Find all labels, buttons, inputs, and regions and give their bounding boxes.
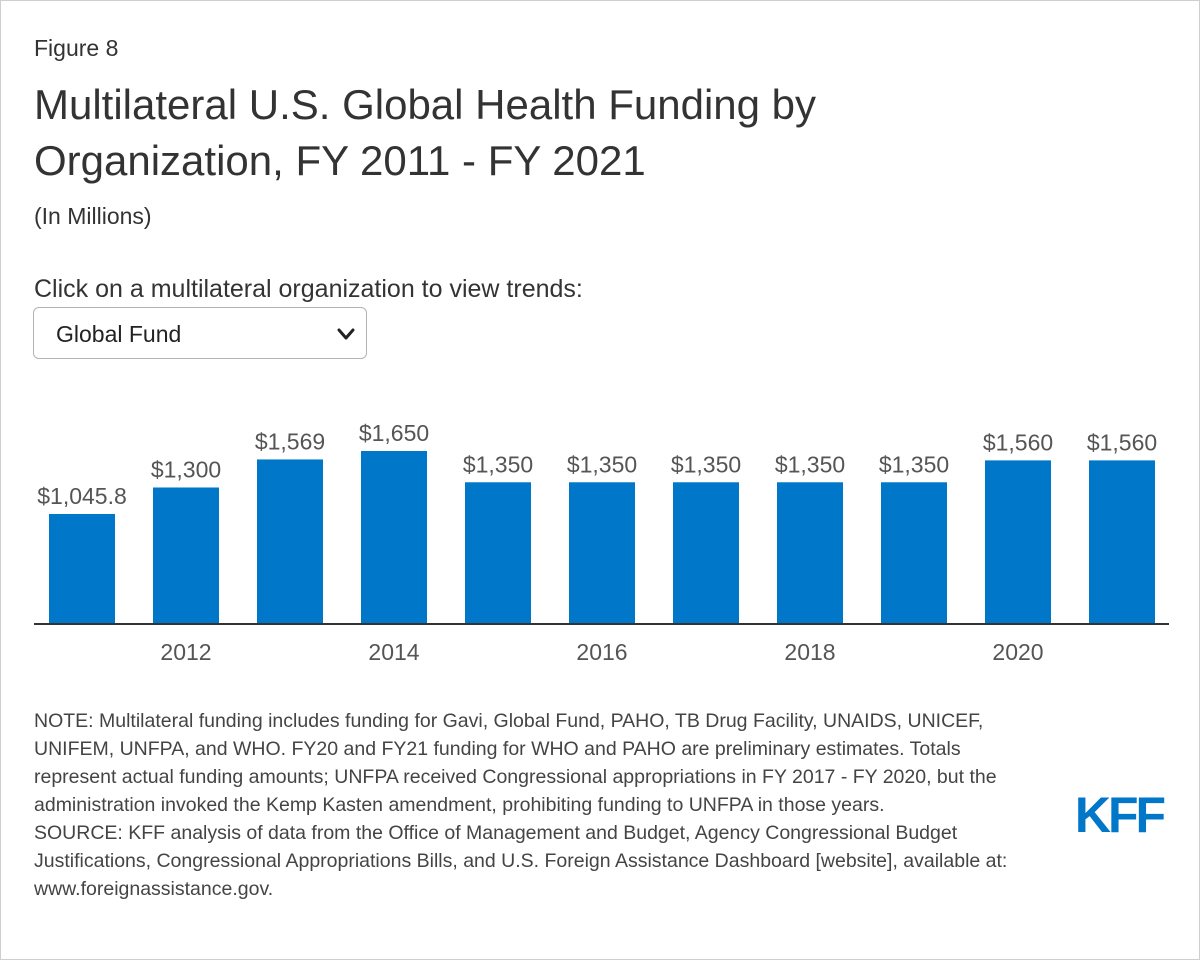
data-label-2019: $1,350 (879, 451, 949, 477)
bar-2019[interactable] (881, 482, 947, 623)
data-label-2015: $1,350 (463, 451, 533, 477)
footnotes: NOTE: Multilateral funding includes fund… (34, 707, 1044, 903)
kff-logo: KFF (1075, 789, 1168, 839)
figure-label: Figure 8 (34, 35, 119, 61)
chart-title: Multilateral U.S. Global Health Funding … (34, 81, 817, 184)
bar-2013[interactable] (257, 459, 323, 623)
bar-2011[interactable] (49, 513, 115, 623)
note-text: NOTE: Multilateral funding includes fund… (34, 710, 997, 816)
x-tick-label-2014: 2014 (368, 639, 419, 665)
x-tick-label-2018: 2018 (784, 639, 835, 665)
x-tick-label-2020: 2020 (992, 639, 1043, 665)
organization-dropdown[interactable]: Global Fund (33, 307, 367, 359)
bar-2016[interactable] (569, 482, 635, 623)
data-label-2013: $1,569 (255, 428, 325, 454)
data-label-2017: $1,350 (671, 451, 741, 477)
dropdown-prompt: Click on a multilateral organization to … (34, 275, 583, 303)
chevron-down-icon (337, 328, 355, 340)
bar-2020[interactable] (985, 460, 1051, 623)
data-label-2012: $1,300 (151, 456, 221, 482)
data-label-2020: $1,560 (983, 429, 1053, 455)
x-tick-label-2012: 2012 (160, 639, 211, 665)
bar-2021[interactable] (1089, 460, 1155, 623)
kff-logo-text: KFF (1075, 789, 1165, 839)
data-label-2016: $1,350 (567, 451, 637, 477)
data-label-2018: $1,350 (775, 451, 845, 477)
bar-2017[interactable] (673, 482, 739, 623)
bar-2012[interactable] (153, 487, 219, 623)
source-text: SOURCE: KFF analysis of data from the Of… (34, 822, 1008, 900)
data-label-2021: $1,560 (1087, 429, 1157, 455)
bar-2014[interactable] (361, 451, 427, 623)
x-tick-label-2016: 2016 (576, 639, 627, 665)
figure-card: Figure 8 Multilateral U.S. Global Health… (0, 0, 1200, 960)
bar-2018[interactable] (777, 482, 843, 623)
bar-chart: $1,045.8 $1,300 2012 $1,569 $1,650 2014 $1,350… (34, 420, 1169, 665)
bar-2015[interactable] (465, 482, 531, 623)
data-label-2014: $1,650 (359, 420, 429, 446)
dropdown-selected-value: Global Fund (56, 321, 182, 347)
data-label-2011: $1,045.8 (37, 483, 127, 509)
chart-subtitle: (In Millions) (34, 203, 152, 229)
